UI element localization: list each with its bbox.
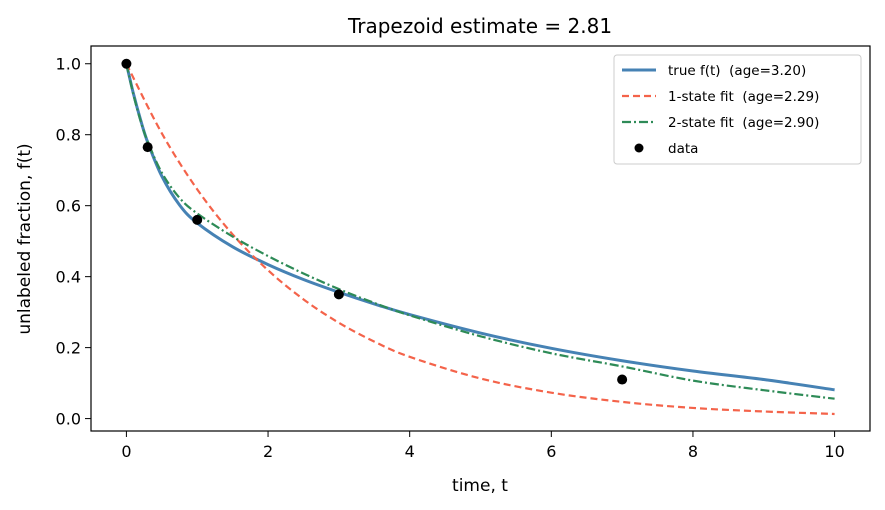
y-axis: 0.0 0.2 0.4 0.6 0.8 1.0 [56, 55, 91, 429]
legend-label-data: data [668, 141, 698, 157]
x-axis: 0 2 4 6 8 10 [121, 431, 845, 461]
x-tick-label: 2 [263, 442, 273, 461]
y-tick-label: 1.0 [56, 55, 81, 74]
plot-frame [90, 45, 871, 432]
legend-swatch-data [634, 143, 644, 153]
x-tick-label: 6 [546, 442, 556, 461]
legend: true f(t) (age=3.20) 1-state fit (age=2.… [613, 54, 862, 165]
series-1-state-fit [125, 63, 835, 416]
y-tick-label: 0.8 [56, 126, 81, 145]
data-point [617, 374, 628, 385]
chart-title: Trapezoid estimate = 2.81 [347, 14, 612, 38]
x-tick-label: 8 [688, 442, 698, 461]
y-axis-label: unlabeled fraction, f(t) [15, 143, 35, 334]
legend-label-2-state: 2-state fit (age=2.90) [668, 115, 819, 131]
scatter-layer [121, 58, 628, 385]
x-axis-label: time, t [452, 476, 508, 496]
legend-box [613, 54, 862, 165]
y-tick-label: 0.2 [56, 339, 81, 358]
data-point [333, 289, 344, 300]
data-point [192, 214, 203, 225]
x-tick-label: 4 [405, 442, 415, 461]
data-point [121, 58, 132, 69]
series-2-state-fit [125, 63, 835, 400]
y-tick-label: 0.4 [56, 268, 81, 287]
x-tick-label: 10 [824, 442, 844, 461]
y-tick-label: 0.0 [56, 410, 81, 429]
data-point [142, 142, 153, 153]
legend-label-true: true f(t) (age=3.20) [668, 63, 806, 79]
x-tick-label: 0 [121, 442, 131, 461]
y-tick-label: 0.6 [56, 197, 81, 216]
legend-label-1-state: 1-state fit (age=2.29) [668, 89, 819, 105]
